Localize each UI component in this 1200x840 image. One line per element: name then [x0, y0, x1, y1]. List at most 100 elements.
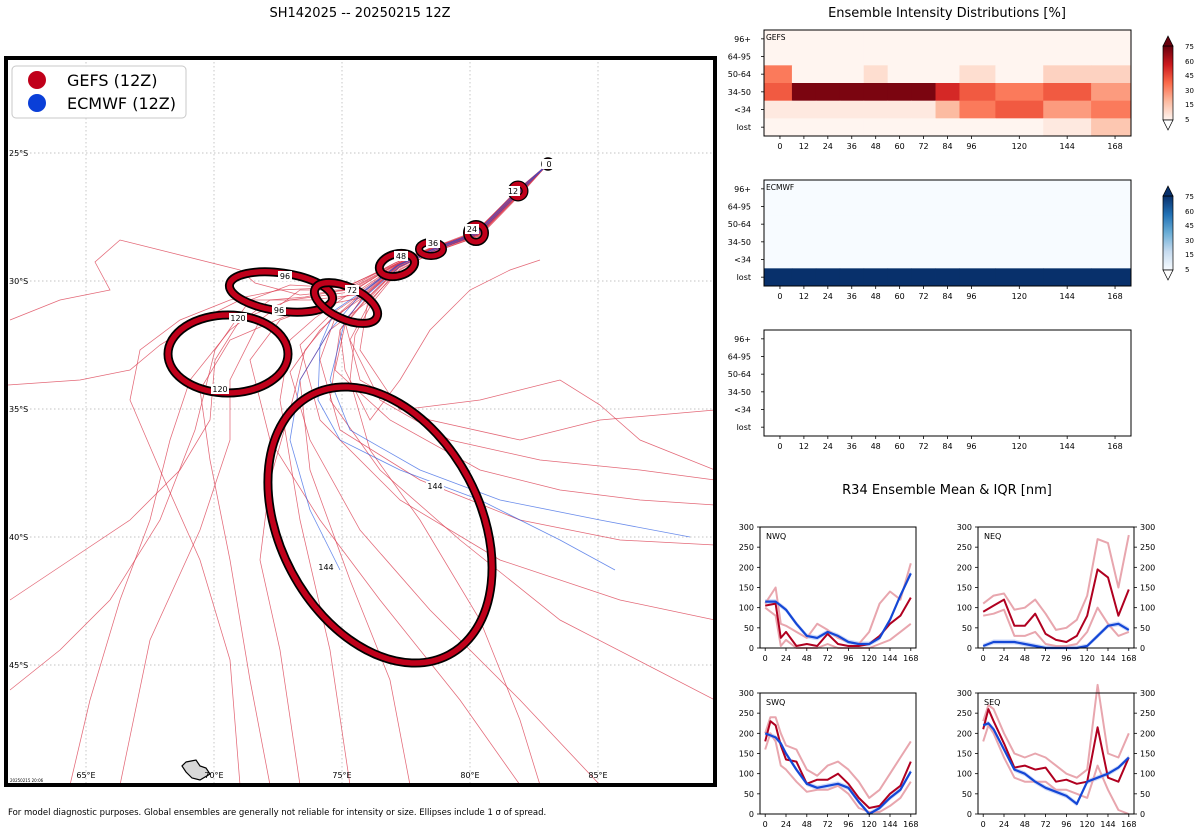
- heatmap-cell: [764, 180, 793, 199]
- gefs-heatmap-panel: 96+ 64-95 50-64 34-50 <34 lost 0 12 24 36 48 60 72 84…: [728, 29, 1132, 151]
- y-tick-label: 0: [967, 644, 972, 653]
- x-tick-label: 36: [847, 292, 857, 301]
- map-frame: [4, 56, 717, 787]
- y-tick-label: 300: [739, 523, 754, 532]
- heatmap-cell: [863, 215, 889, 234]
- heatmap-cell: [863, 268, 889, 287]
- y-tick-label: 300: [957, 689, 972, 698]
- heatmap-cell: [959, 47, 996, 66]
- y-tick-label: 50-64: [728, 70, 751, 79]
- map-panel: 0 12 24 36 48 72 96 96 120 120 144 144: [6, 58, 715, 785]
- heatmap-cell: [764, 118, 793, 137]
- legend-ecmwf-label: ECMWF (12Z): [67, 94, 176, 113]
- colorbar-tick: 5: [1185, 266, 1189, 274]
- r34-nwq-panel: NWQ 0 50 100 150 200 250 300 0 24 48 72 96 120 144 168: [739, 523, 919, 663]
- r34-swq-panel: SWQ 0 50 100 150 200 250 300 0 24 48 72 96 120 144 168: [739, 689, 919, 829]
- x-tick-label: 12: [799, 292, 809, 301]
- heatmap-cell: [1091, 233, 1132, 252]
- lon-label: 75°E: [332, 771, 351, 780]
- lon-label: 85°E: [588, 771, 607, 780]
- x-tick-label: 168: [1121, 654, 1136, 663]
- x-tick-label: 120: [1012, 442, 1027, 451]
- x-tick-label: 60: [895, 442, 905, 451]
- y-tick-label: 50-64: [728, 370, 751, 379]
- heatmap-cell: [995, 215, 1044, 234]
- y-tick-label: lost: [737, 273, 751, 282]
- heatmap-cell: [887, 268, 912, 287]
- x-tick-label: 84: [942, 142, 952, 151]
- x-tick-label: 120: [1080, 654, 1095, 663]
- r34-title: R34 Ensemble Mean & IQR [nm]: [842, 483, 1052, 498]
- heatmap-cell: [764, 47, 793, 66]
- y-tick-label: 250: [1140, 709, 1155, 718]
- heatmap-cell: [887, 100, 912, 119]
- heatmap-cell: [764, 100, 793, 119]
- heatmap-cell: [887, 118, 912, 137]
- heatmap-cell: [995, 100, 1044, 119]
- x-tick-label: 120: [1080, 820, 1095, 829]
- heatmap-cell: [935, 180, 960, 199]
- x-tick-label: 72: [918, 142, 928, 151]
- heatmap-cell: [911, 30, 936, 49]
- heatmap-cell: [959, 118, 996, 137]
- heatmap-cell: [839, 197, 865, 216]
- x-tick-label: 24: [781, 654, 791, 663]
- y-tick-label: <34: [734, 256, 751, 265]
- y-tick-label: 200: [739, 563, 754, 572]
- ellipse-hour-labels: 0 12 24 36 48 72 96 96 120 120 144 144: [211, 159, 555, 572]
- y-tick-label: 64-95: [728, 203, 751, 212]
- heatmap-cell: [764, 233, 793, 252]
- x-tick-label: 48: [1020, 654, 1030, 663]
- heatmap-cell: [911, 83, 936, 102]
- heatmap-cell: [1043, 47, 1092, 66]
- colorbar-tick: 60: [1185, 208, 1194, 216]
- heatmap-cell: [791, 65, 817, 84]
- heatmap-cell: [1043, 215, 1092, 234]
- y-tick-label: 300: [957, 523, 972, 532]
- y-tick-label: 200: [739, 729, 754, 738]
- heatmap-cell: [935, 250, 960, 269]
- x-tick-label: 168: [1121, 820, 1136, 829]
- heatmap-cell: [935, 118, 960, 137]
- gefs-panel-label: GEFS: [766, 33, 786, 42]
- x-tick-label: 72: [918, 442, 928, 451]
- heatmap-cell: [1091, 268, 1132, 287]
- heatmap-cell: [911, 215, 936, 234]
- line-panel-title: NWQ: [766, 532, 786, 541]
- heatmap-cell: [863, 180, 889, 199]
- gefs-mean-line: [982, 708, 1130, 785]
- heatmap-cell: [935, 268, 960, 287]
- y-tick-label: 100: [957, 770, 972, 779]
- svg-text:0: 0: [546, 160, 551, 169]
- heatmap-cell: [791, 30, 817, 49]
- x-tick-label: 24: [823, 442, 833, 451]
- heatmap-cell: [1091, 197, 1132, 216]
- gefs-iqr-line: [982, 683, 1130, 779]
- heatmap-cell: [911, 100, 936, 119]
- colorbar-tick: 30: [1185, 87, 1194, 95]
- y-tick-label: 96+: [734, 35, 751, 44]
- heatmap-cell: [935, 233, 960, 252]
- heatmap-cell: [791, 47, 817, 66]
- y-tick-label: 50: [1140, 624, 1150, 633]
- gefs-iqr-line: [764, 716, 912, 799]
- svg-text:48: 48: [396, 252, 406, 261]
- heatmap-cell: [935, 215, 960, 234]
- heatmap-cell: [764, 83, 793, 102]
- svg-text:72: 72: [347, 286, 357, 295]
- y-tick-label: 50: [1140, 790, 1150, 799]
- heatmap-cell: [815, 215, 841, 234]
- colorbar-tick: 45: [1185, 222, 1194, 230]
- heatmap-cell: [863, 30, 889, 49]
- y-tick-label: 200: [1140, 563, 1155, 572]
- svg-text:144: 144: [427, 482, 442, 491]
- heatmap-cell: [815, 65, 841, 84]
- heatmap-cell: [959, 83, 996, 102]
- svg-text:96: 96: [280, 272, 290, 281]
- x-tick-label: 48: [802, 820, 812, 829]
- x-tick-label: 12: [799, 442, 809, 451]
- y-tick-label: 50-64: [728, 220, 751, 229]
- x-tick-label: 0: [763, 820, 768, 829]
- intensity-title: Ensemble Intensity Distributions [%]: [828, 6, 1066, 21]
